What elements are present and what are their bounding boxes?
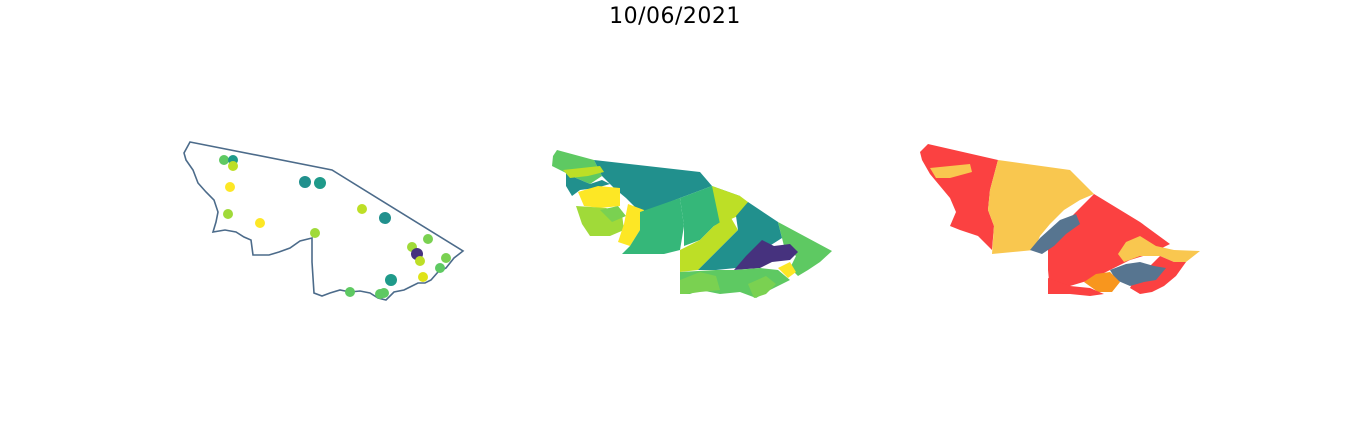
- region-east-yellow: [778, 262, 796, 278]
- region-east-green: [778, 222, 832, 276]
- location-point: [225, 182, 235, 192]
- location-point: [423, 234, 433, 244]
- region-central-yellow: [618, 204, 644, 246]
- location-point: [415, 256, 425, 266]
- risk-choropleth: [920, 144, 1200, 296]
- location-point: [228, 161, 238, 171]
- region-west-red: [920, 144, 998, 250]
- location-point: [299, 176, 311, 188]
- region-nw-yellow: [930, 164, 972, 178]
- region-south-lime: [680, 272, 720, 294]
- region-south-red: [1048, 278, 1104, 296]
- region-south-lightgreen: [680, 216, 738, 272]
- region-se-slate: [1110, 262, 1166, 286]
- location-point: [223, 209, 233, 219]
- region-east-purple: [734, 240, 798, 270]
- location-point: [255, 218, 265, 228]
- location-point: [385, 274, 397, 286]
- location-point: [441, 253, 451, 263]
- viridis-choropleth: [552, 150, 832, 298]
- location-point: [357, 204, 367, 214]
- region-southeast-teal: [698, 202, 782, 270]
- region-center-red: [1048, 194, 1170, 292]
- location-point: [418, 272, 428, 282]
- location-point: [435, 263, 445, 273]
- location-point: [379, 212, 391, 224]
- region-southeast-lime: [748, 276, 776, 298]
- region-north-teal: [594, 160, 712, 212]
- location-point: [379, 288, 389, 298]
- state-outline: [183, 141, 465, 301]
- region-center-slate: [1030, 214, 1080, 254]
- location-point: [219, 155, 229, 165]
- region-west-lightgreen-2: [600, 206, 626, 222]
- location-point: [345, 287, 355, 297]
- point-map: [183, 141, 465, 301]
- location-point: [314, 177, 326, 189]
- region-central-green: [622, 198, 684, 254]
- region-north-yellow: [988, 160, 1094, 254]
- region-nw-yellowgreen: [563, 166, 604, 178]
- location-point: [310, 228, 320, 238]
- region-west-yellow: [578, 186, 620, 208]
- region-northwest-teal: [566, 173, 610, 196]
- figure-title: 10/06/2021: [609, 4, 741, 29]
- region-east-yellow: [1118, 236, 1200, 262]
- region-south-orange: [1084, 272, 1120, 292]
